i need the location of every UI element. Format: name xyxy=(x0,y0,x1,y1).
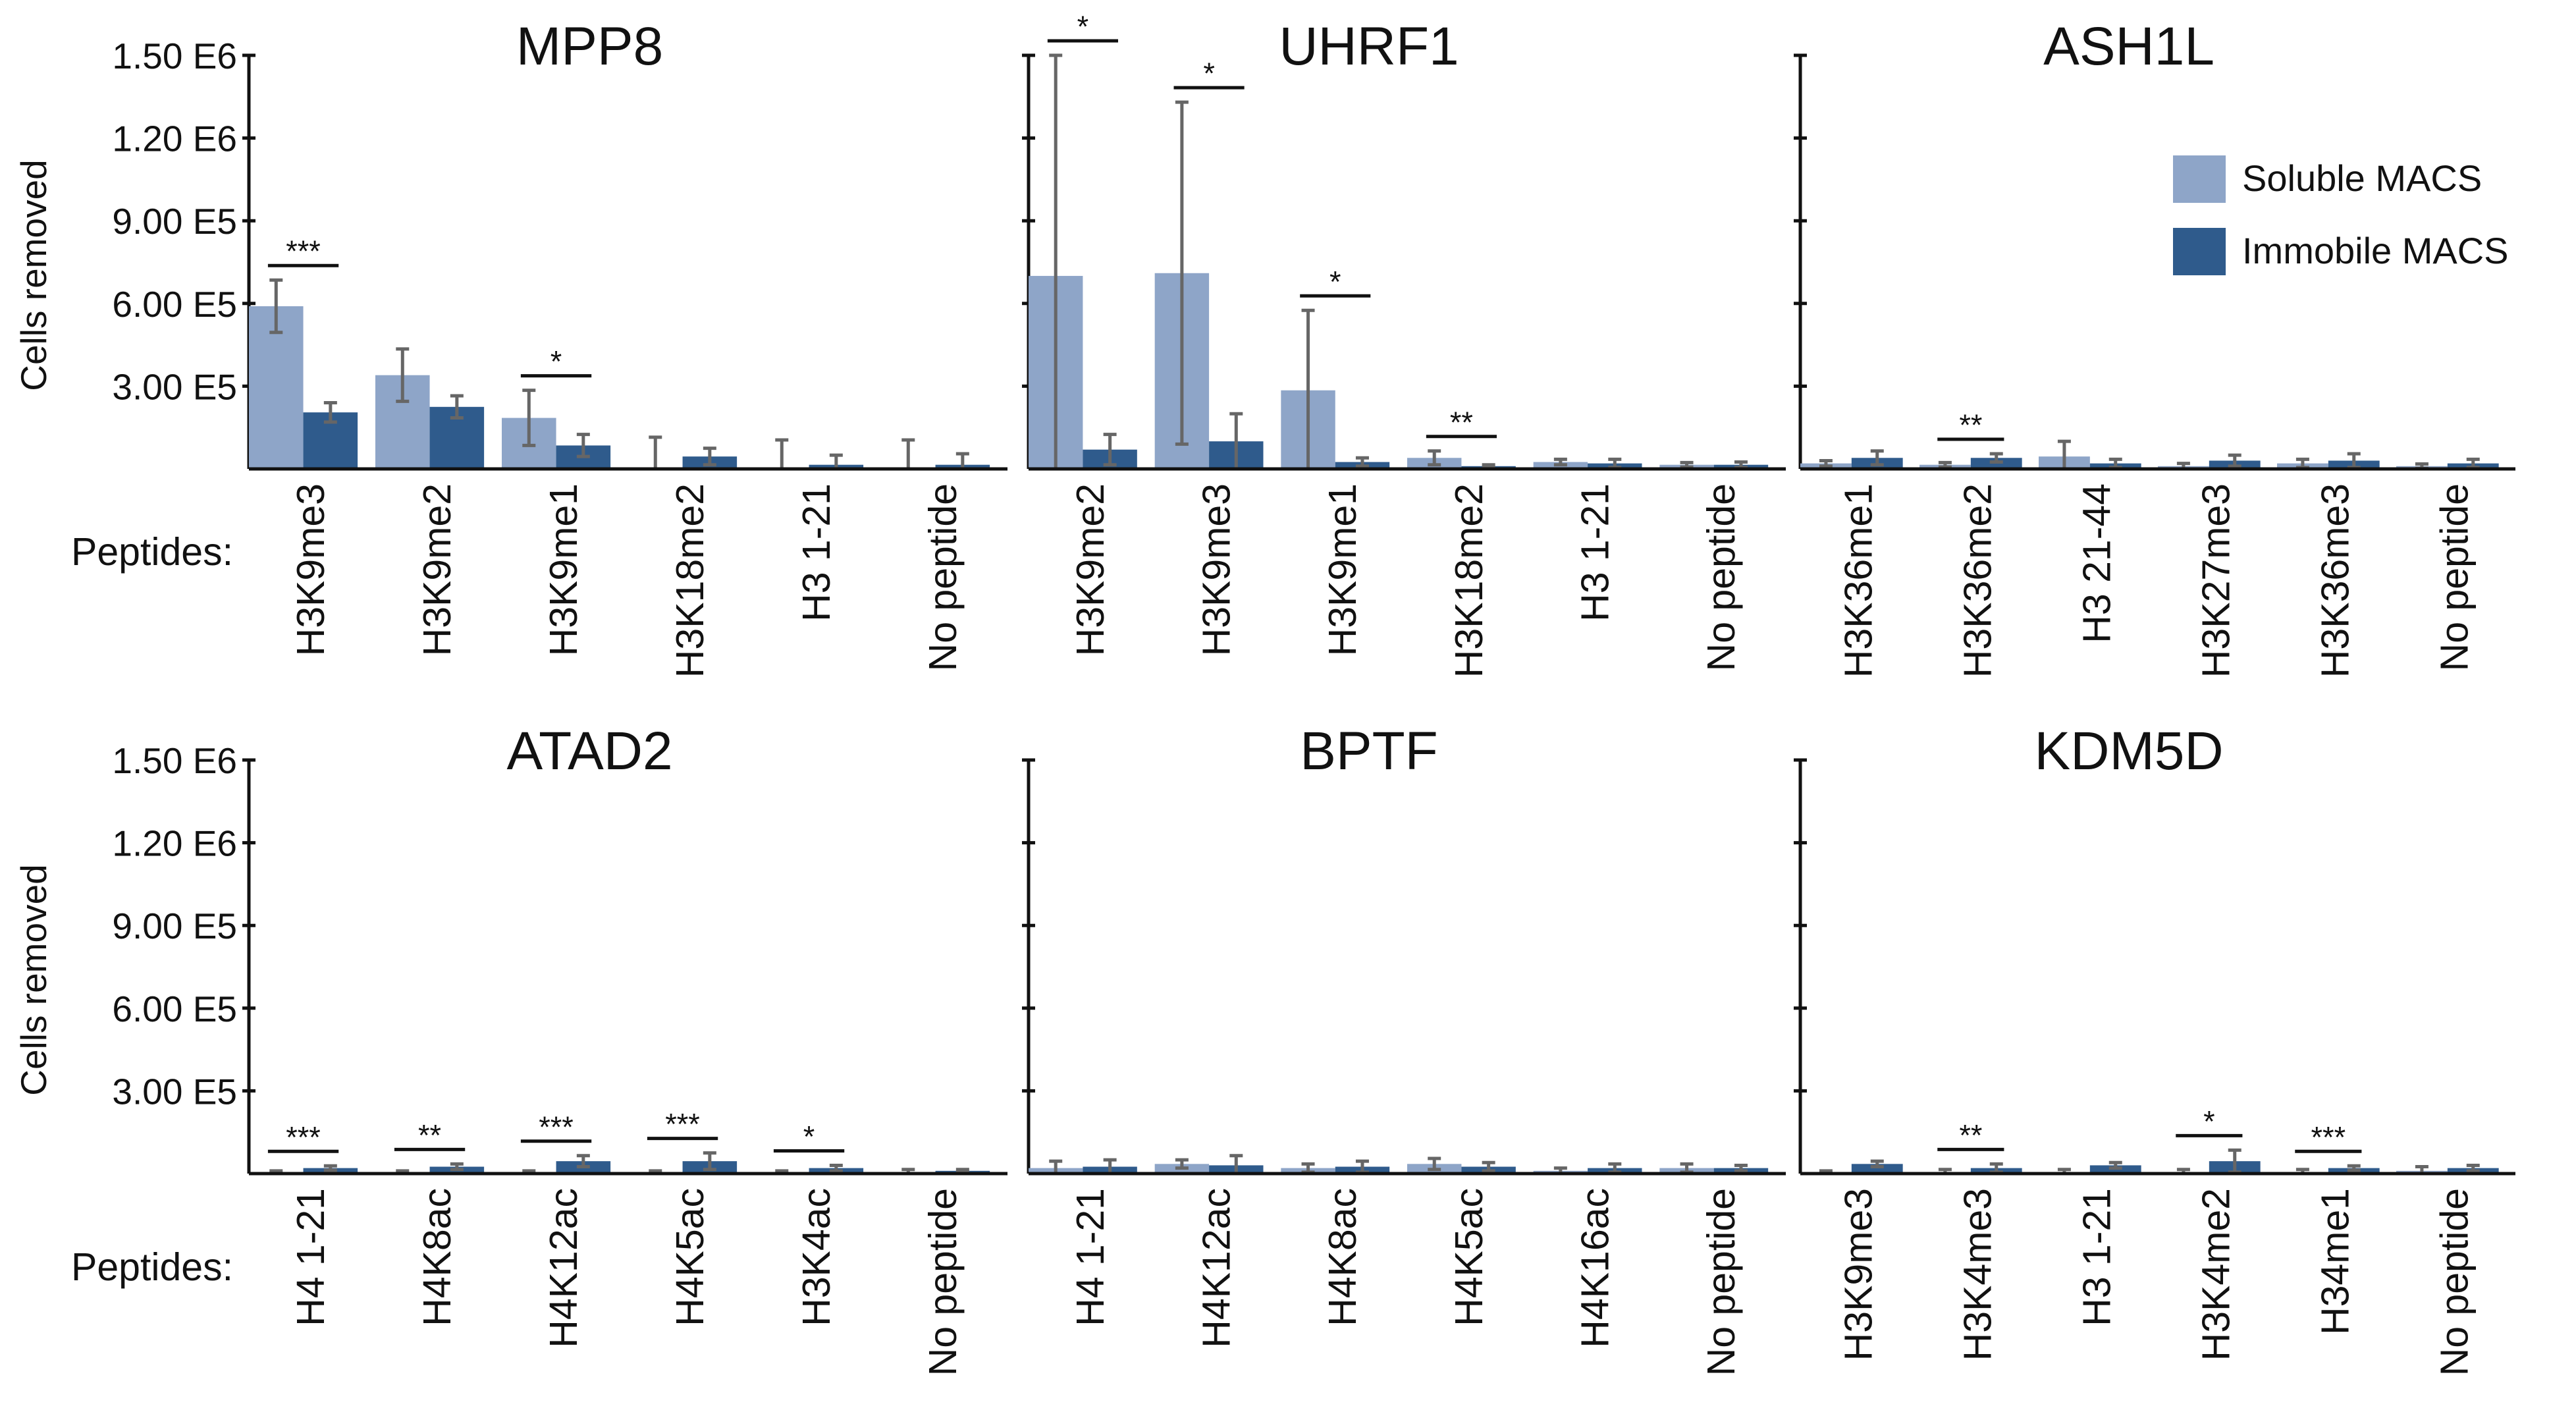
significance-label: *** xyxy=(665,1108,700,1141)
panel-title: KDM5D xyxy=(2035,721,2224,781)
category-label: H3K9me1 xyxy=(542,483,585,656)
category-label: H3K36me2 xyxy=(1956,483,2000,678)
significance-label: *** xyxy=(2311,1120,2346,1154)
significance-label: *** xyxy=(286,1120,321,1154)
panel-title: UHRF1 xyxy=(1279,16,1459,76)
y-axis-label: Cells removed xyxy=(13,159,54,391)
category-label: H3K27me3 xyxy=(2195,483,2238,678)
legend-swatch xyxy=(2173,228,2226,275)
significance-label: ** xyxy=(1959,408,1982,442)
y-tick-label: 3.00 E5 xyxy=(112,366,237,407)
category-label: No peptide xyxy=(921,483,965,671)
y-tick-label: 1.20 E6 xyxy=(112,823,237,864)
category-label: H3 21-44 xyxy=(2076,483,2119,643)
category-label: H3 1-21 xyxy=(1574,483,1617,622)
y-tick-label: 1.50 E6 xyxy=(112,36,237,76)
significance-label: *** xyxy=(539,1110,574,1144)
category-label: H3K4ac xyxy=(795,1188,838,1326)
y-tick-label: 9.00 E5 xyxy=(112,201,237,242)
category-label: H3K4me3 xyxy=(1956,1188,2000,1361)
y-tick-label: 1.50 E6 xyxy=(112,740,237,781)
y-axis-label: Cells removed xyxy=(13,864,54,1096)
category-label: H3K18me2 xyxy=(1447,483,1491,678)
legend-label: Soluble MACS xyxy=(2242,157,2482,199)
category-label: H4 1-21 xyxy=(1069,1188,1112,1326)
category-label: H34me1 xyxy=(2314,1188,2357,1335)
panel-title: ASH1L xyxy=(2043,16,2214,76)
category-label: H4K12ac xyxy=(542,1188,585,1348)
category-label: No peptide xyxy=(2433,483,2477,671)
category-label: No peptide xyxy=(1700,1188,1743,1376)
category-label: H3 1-21 xyxy=(795,483,838,622)
significance-label: * xyxy=(2203,1104,2215,1138)
y-tick-label: 6.00 E5 xyxy=(112,284,237,325)
category-label: H4 1-21 xyxy=(289,1188,333,1326)
significance-label: ** xyxy=(1959,1118,1982,1152)
significance-label: * xyxy=(803,1120,815,1153)
category-label: H3K9me3 xyxy=(289,483,333,656)
peptides-label: Peptides: xyxy=(71,1245,233,1289)
significance-label: * xyxy=(1077,10,1089,43)
category-label: H3K9me3 xyxy=(1837,1188,1881,1361)
category-label: H4K8ac xyxy=(416,1188,459,1326)
category-label: No peptide xyxy=(1700,483,1743,671)
panel-title: ATAD2 xyxy=(506,721,672,781)
y-tick-label: 1.20 E6 xyxy=(112,119,237,159)
panel-title: MPP8 xyxy=(516,16,663,76)
y-tick-label: 9.00 E5 xyxy=(112,906,237,946)
category-label: H4K8ac xyxy=(1321,1188,1364,1326)
category-label: No peptide xyxy=(2433,1188,2477,1376)
category-label: H3K9me2 xyxy=(416,483,459,656)
significance-label: ** xyxy=(1450,406,1473,439)
category-label: H3K9me2 xyxy=(1069,483,1112,656)
category-label: H3K4me2 xyxy=(2195,1188,2238,1361)
category-label: H3 1-21 xyxy=(2076,1188,2119,1326)
category-label: H4K16ac xyxy=(1574,1188,1617,1348)
category-label: H3K18me2 xyxy=(668,483,712,678)
significance-label: ** xyxy=(418,1118,441,1152)
category-label: No peptide xyxy=(921,1188,965,1376)
category-label: H3K9me3 xyxy=(1195,483,1239,656)
bar-immobile xyxy=(1851,1164,1903,1174)
category-label: H3K36me3 xyxy=(2314,483,2357,678)
y-tick-label: 3.00 E5 xyxy=(112,1071,237,1112)
significance-label: *** xyxy=(286,234,321,268)
category-label: H4K5ac xyxy=(668,1188,712,1326)
legend-label: Immobile MACS xyxy=(2242,230,2509,271)
significance-label: * xyxy=(550,345,562,379)
category-label: H3K9me1 xyxy=(1321,483,1364,656)
legend-swatch xyxy=(2173,155,2226,203)
significance-label: * xyxy=(1329,265,1341,298)
category-label: H4K12ac xyxy=(1195,1188,1239,1348)
category-label: H4K5ac xyxy=(1447,1188,1491,1326)
y-tick-label: 6.00 E5 xyxy=(112,989,237,1029)
significance-label: * xyxy=(1203,57,1215,90)
panel-title: BPTF xyxy=(1300,721,1438,781)
peptides-label: Peptides: xyxy=(71,530,233,574)
category-label: H3K36me1 xyxy=(1837,483,1881,678)
